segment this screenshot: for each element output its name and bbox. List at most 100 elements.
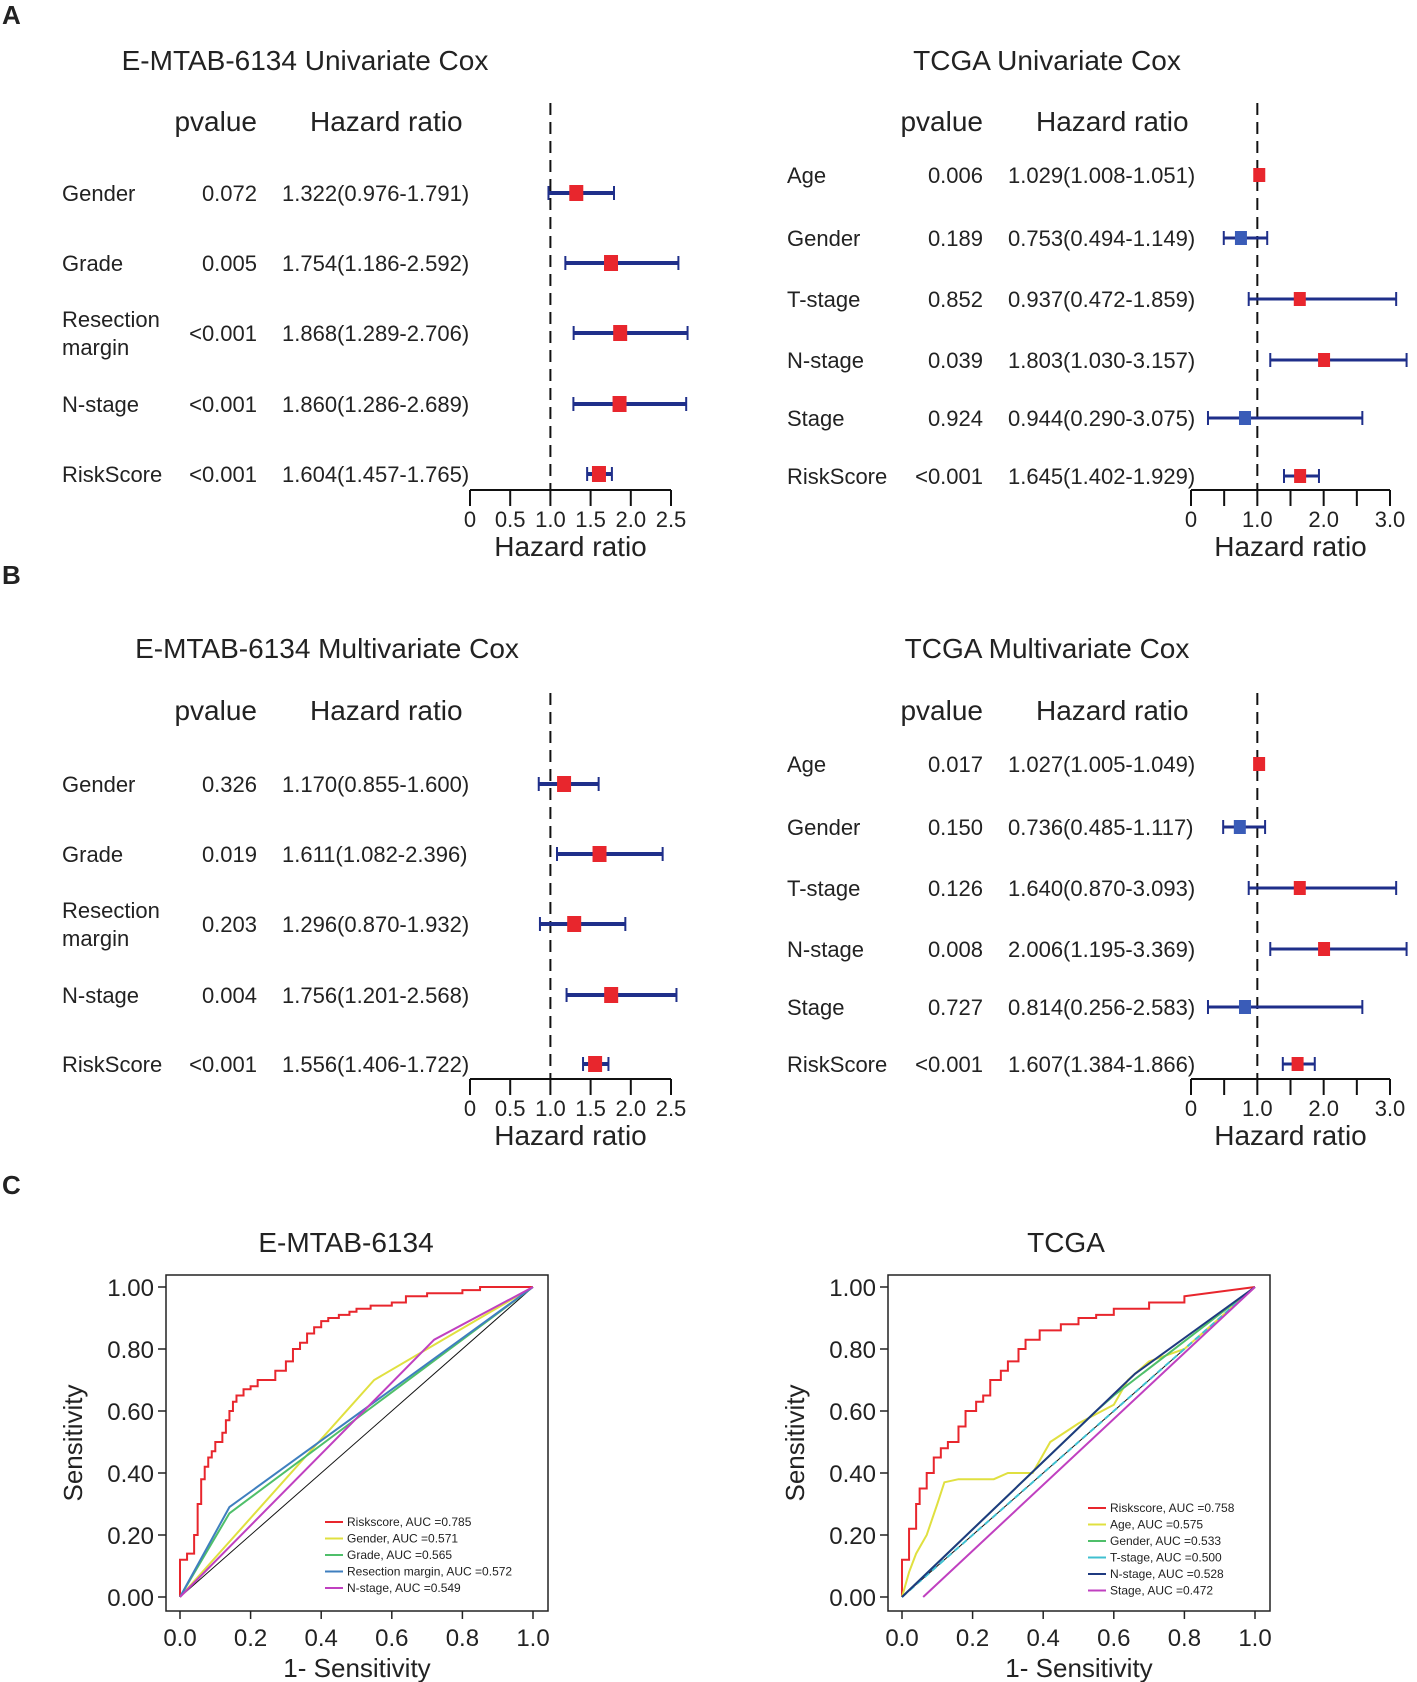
legend-entry: N-stage, AUC =0.528 <box>1110 1567 1224 1581</box>
x-tick-label: 3.0 <box>1375 1096 1406 1121</box>
row-pvalue: 0.727 <box>928 995 983 1020</box>
row-hazard-ratio: 1.611(1.082-2.396) <box>282 842 468 867</box>
x-tick-label: 2.5 <box>656 1096 687 1121</box>
panel-label-c: C <box>2 1170 21 1200</box>
hr-point <box>588 1056 603 1072</box>
x-tick-label: 1.0 <box>1242 507 1273 532</box>
row-label: RiskScore <box>62 462 162 487</box>
charts-layer: E-MTAB-6134 Univariate Cox pvalue Hazard r… <box>58 45 1408 1682</box>
row-label: Gender <box>62 772 135 797</box>
row-pvalue: 0.203 <box>202 912 257 937</box>
forest-row: N-stage 0.004 1.756(1.201-2.568) <box>62 983 678 1008</box>
row-pvalue: 0.006 <box>928 163 983 188</box>
x-tick-label: 0 <box>464 1096 476 1121</box>
row-label: T-stage <box>787 287 860 312</box>
forest-row: T-stage 0.852 0.937(0.472-1.859) <box>787 287 1398 312</box>
row-hazard-ratio: 0.944(0.290-3.075) <box>1008 406 1195 431</box>
pvalue-header: pvalue <box>174 695 257 726</box>
row-hazard-ratio: 0.736(0.485-1.117) <box>1008 815 1194 840</box>
legend-entry: Resection margin, AUC =0.572 <box>347 1565 512 1579</box>
row-hazard-ratio: 0.937(0.472-1.859) <box>1008 287 1195 312</box>
forest-row: Grade 0.019 1.611(1.082-2.396) <box>62 842 664 867</box>
x-tick-label: 2.0 <box>1308 507 1339 532</box>
x-axis-label: 1- Sensitivity <box>1005 1653 1152 1682</box>
roc-curve <box>179 1286 533 1597</box>
x-tick-label: 0.2 <box>234 1625 267 1652</box>
hr-point <box>557 776 572 792</box>
forest-row: Gender 0.326 1.170(0.855-1.600) <box>62 772 600 797</box>
forest-row: RiskScore <0.001 1.556(1.406-1.722) <box>62 1052 610 1077</box>
forest-title: E-MTAB-6134 Multivariate Cox <box>135 633 519 664</box>
legend-entry: Riskscore, AUC =0.758 <box>1110 1501 1235 1515</box>
row-hazard-ratio: 1.607(1.384-1.866) <box>1008 1052 1195 1077</box>
legend-entry: Gender, AUC =0.571 <box>347 1532 458 1546</box>
hr-point <box>1318 942 1331 956</box>
legend-entry: N-stage, AUC =0.549 <box>347 1581 461 1595</box>
row-label: Stage <box>787 995 845 1020</box>
row-hazard-ratio: 0.753(0.494-1.149) <box>1008 226 1195 251</box>
hr-point <box>1293 881 1306 895</box>
y-axis-label: Sensitivity <box>58 1384 88 1501</box>
diagonal-reference <box>179 1286 534 1598</box>
legend-entry: Gender, AUC =0.533 <box>1110 1534 1221 1548</box>
y-tick-label: 0.20 <box>829 1523 876 1550</box>
row-hazard-ratio: 1.640(0.870-3.093) <box>1008 876 1195 901</box>
forest-row: N-stage <0.001 1.860(1.286-2.689) <box>62 392 688 417</box>
y-tick-label: 0.20 <box>107 1523 154 1550</box>
forest-plot-tcga_multi: TCGA Multivariate Cox pvalue Hazard ratio A… <box>787 633 1408 1151</box>
x-tick-label: 1.0 <box>535 507 566 532</box>
y-tick-label: 0.80 <box>107 1337 154 1364</box>
row-label: Resection <box>62 307 160 332</box>
row-label: RiskScore <box>62 1052 162 1077</box>
row-label: Gender <box>787 226 860 251</box>
row-label: N-stage <box>787 937 864 962</box>
y-tick-label: 0.60 <box>829 1399 876 1426</box>
row-hazard-ratio: 1.604(1.457-1.765) <box>282 462 469 487</box>
roc-curve <box>901 1286 1256 1597</box>
forest-plot-emtab_multi: E-MTAB-6134 Multivariate Cox pvalue Hazard… <box>62 633 686 1151</box>
forest-title: E-MTAB-6134 Univariate Cox <box>122 45 489 76</box>
x-axis-label: Hazard ratio <box>494 1120 647 1151</box>
x-tick-label: 0.6 <box>375 1625 408 1652</box>
forest-row: Gender 0.150 0.736(0.485-1.117) <box>787 815 1267 840</box>
roc-curve <box>901 1286 1256 1598</box>
row-pvalue: <0.001 <box>189 321 257 346</box>
forest-title: TCGA Univariate Cox <box>913 45 1181 76</box>
y-tick-label: 1.00 <box>107 1275 154 1302</box>
forest-row: Stage 0.924 0.944(0.290-3.075) <box>787 406 1364 431</box>
row-hazard-ratio: 1.322(0.976-1.791) <box>282 181 469 206</box>
legend-entry: Grade, AUC =0.565 <box>347 1548 452 1562</box>
hr-point <box>567 916 582 932</box>
row-hazard-ratio: 1.868(1.289-2.706) <box>282 321 469 346</box>
x-tick-label: 0.5 <box>495 507 526 532</box>
row-hazard-ratio: 1.756(1.201-2.568) <box>282 983 469 1008</box>
row-label: RiskScore <box>787 1052 887 1077</box>
forest-row: Stage 0.727 0.814(0.256-2.583) <box>787 995 1364 1020</box>
hr-point <box>1291 1057 1304 1071</box>
x-tick-label: 0 <box>464 507 476 532</box>
hr-point <box>1234 231 1247 245</box>
row-pvalue: 0.326 <box>202 772 257 797</box>
legend: Riskscore, AUC =0.785 Gender, AUC =0.571 G… <box>325 1515 512 1595</box>
row-label: N-stage <box>62 392 139 417</box>
forest-row: N-stage 0.008 2.006(1.195-3.369) <box>787 937 1408 962</box>
row-pvalue: 0.852 <box>928 287 983 312</box>
x-tick-label: 0.4 <box>305 1625 338 1652</box>
forest-row: Gender 0.189 0.753(0.494-1.149) <box>787 226 1269 251</box>
row-label: margin <box>62 926 129 951</box>
pvalue-header: pvalue <box>900 695 983 726</box>
row-label: RiskScore <box>787 464 887 489</box>
forest-row: Gender 0.072 1.322(0.976-1.791) <box>62 181 615 206</box>
hr-point <box>1318 353 1331 367</box>
legend-entry: Age, AUC =0.575 <box>1110 1518 1203 1532</box>
row-pvalue: 0.017 <box>928 752 983 777</box>
row-label: Gender <box>787 815 860 840</box>
row-hazard-ratio: 1.803(1.030-3.157) <box>1008 348 1195 373</box>
row-hazard-ratio: 1.170(0.855-1.600) <box>282 772 469 797</box>
row-label: Resection <box>62 898 160 923</box>
x-tick-label: 2.0 <box>616 507 647 532</box>
x-axis-label: Hazard ratio <box>1214 1120 1367 1151</box>
x-tick-label: 0.0 <box>885 1625 918 1652</box>
row-label: Gender <box>62 181 135 206</box>
forest-row: Age 0.006 1.029(1.008-1.051) <box>787 163 1266 188</box>
